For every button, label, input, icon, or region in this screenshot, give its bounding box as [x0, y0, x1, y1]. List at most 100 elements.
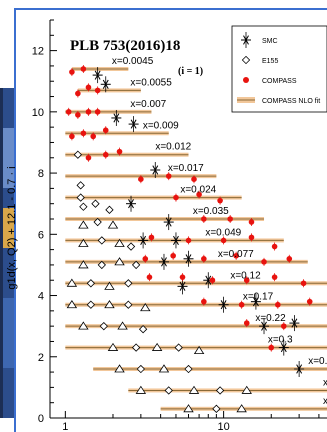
compass-marker: [69, 133, 75, 140]
bin-label: x=0.3: [268, 335, 293, 346]
e155-marker: [212, 404, 221, 413]
compass-points: [65, 64, 313, 352]
e155-marker: [66, 299, 78, 309]
bin-index-note: (i = 1): [178, 66, 203, 77]
bin-label: x=0.049: [205, 227, 241, 238]
e155-marker: [105, 205, 114, 214]
smc-marker: [158, 253, 169, 270]
compass-marker: [248, 219, 255, 225]
e155-marker: [158, 364, 170, 373]
legend-label: COMPASS: [262, 78, 297, 85]
smc-marker: [100, 76, 111, 93]
e155-marker: [241, 385, 252, 394]
e155-marker: [73, 150, 83, 159]
compass-marker: [243, 277, 250, 284]
compass-marker: [146, 274, 153, 280]
bin-label: x=0.009: [143, 120, 179, 131]
e155-marker: [78, 220, 89, 229]
bin-label: x=0.012: [155, 142, 191, 153]
legend-label: SMC: [262, 38, 278, 45]
compass-marker: [271, 274, 278, 280]
chart-title: PLB 753(2016)18: [70, 38, 180, 54]
compass-marker: [286, 255, 293, 262]
compass-marker: [170, 252, 176, 259]
bin-label: x=0.077: [218, 249, 254, 260]
e155-marker: [188, 385, 200, 394]
e155-marker: [97, 236, 106, 245]
e155-marker: [78, 238, 89, 247]
axis-ticks: 0 2 4 6 8 10 12 1 10: [32, 19, 320, 432]
y-tick-label: 6: [38, 229, 44, 241]
x-tick-label: 1: [62, 421, 68, 432]
compass-marker: [220, 237, 227, 244]
smc-marker: [294, 361, 305, 378]
e155-marker: [91, 199, 100, 208]
compass-marker: [80, 130, 87, 137]
bin-label: x=0.4: [308, 356, 327, 367]
compass-marker: [275, 301, 281, 308]
compass-marker: [94, 87, 101, 94]
smc-marker: [259, 318, 270, 335]
compass-marker: [85, 154, 92, 161]
compass-marker: [248, 234, 255, 241]
smc-marker: [138, 232, 149, 249]
smc-marker: [170, 232, 181, 249]
smc-points: [92, 67, 305, 378]
smc-marker: [241, 32, 251, 48]
compass-marker: [233, 252, 239, 259]
figure-window: [14, 8, 327, 432]
compass-marker: [227, 216, 233, 222]
compass-marker: [69, 69, 75, 75]
compass-marker: [85, 109, 92, 115]
e155-marker: [215, 386, 225, 395]
smc-marker: [289, 315, 300, 332]
compass-marker: [90, 133, 97, 140]
e155-marker: [114, 257, 125, 266]
bin-label: x=0.5: [323, 377, 327, 388]
legend-compass-marker: [243, 77, 249, 83]
smc-marker: [92, 67, 103, 84]
bin-label: x=0.17: [243, 292, 274, 303]
compass-marker: [116, 148, 123, 155]
legend: SMC E155 COMPASS COMPASS NLO fit: [231, 25, 327, 113]
e155-marker: [76, 193, 85, 202]
e155-marker: [114, 238, 125, 247]
e155-marker: [184, 364, 193, 374]
legend-label: E155: [262, 58, 278, 65]
compass-marker: [201, 298, 207, 305]
e155-marker: [104, 299, 115, 309]
e155-marker: [76, 181, 85, 190]
y-tick-label: 0: [38, 413, 44, 425]
compass-marker: [201, 255, 207, 262]
e155-marker: [131, 260, 141, 270]
y-axis-label: g1d(x, Q2) + 12.1 - 0.7 · i: [6, 166, 18, 289]
e155-marker: [131, 343, 141, 352]
e155-marker: [174, 343, 183, 352]
compass-marker: [148, 234, 155, 241]
y-tick-label: 2: [38, 352, 44, 364]
e155-marker: [164, 386, 173, 395]
compass-marker: [271, 243, 278, 250]
compass-marker: [102, 151, 109, 158]
compass-marker: [268, 344, 275, 351]
smc-marker: [128, 116, 139, 133]
smc-marker: [163, 214, 174, 231]
e155-marker: [193, 345, 205, 355]
e155-marker: [126, 242, 136, 251]
compass-marker: [300, 280, 307, 287]
e155-marker: [117, 321, 128, 330]
compass-marker: [85, 84, 92, 91]
compass-marker: [75, 112, 81, 118]
compass-marker: [179, 274, 186, 280]
e155-marker: [78, 321, 89, 330]
e155-marker: [99, 321, 108, 331]
bin-label: x=0.12: [230, 270, 261, 281]
compass-marker: [238, 301, 245, 308]
y-tick-label: 4: [38, 291, 44, 303]
e155-points: [66, 150, 252, 413]
compass-marker: [191, 176, 197, 182]
e155-marker: [66, 278, 78, 287]
compass-marker: [306, 298, 313, 305]
e155-marker: [93, 217, 102, 227]
